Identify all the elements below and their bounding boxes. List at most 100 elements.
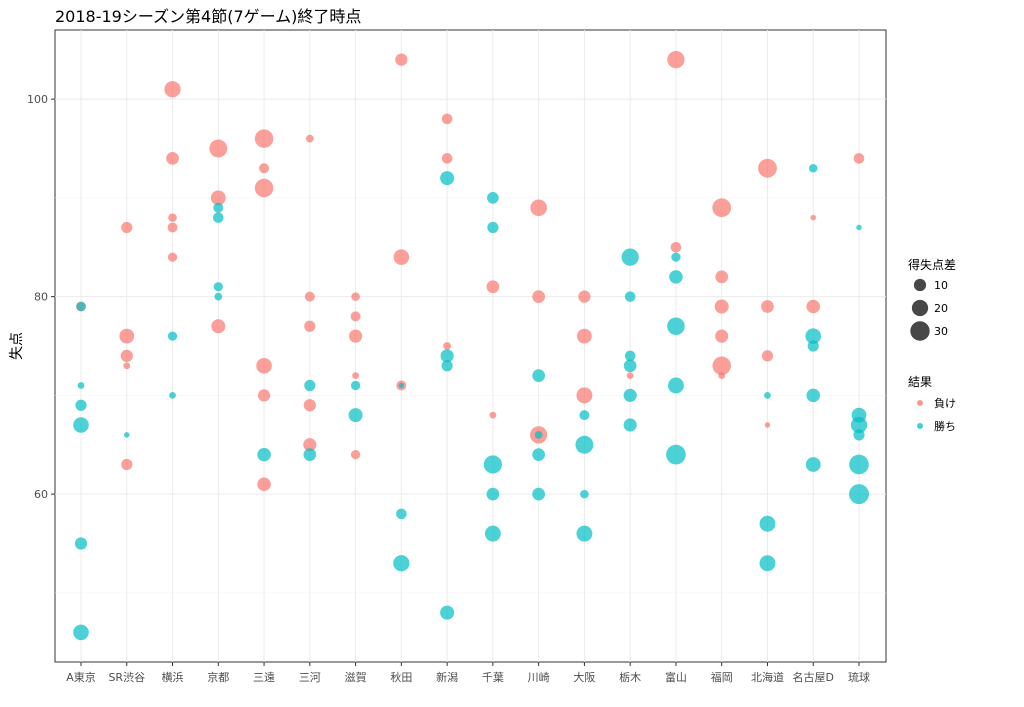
- data-point-loss: [166, 152, 179, 165]
- x-tick-label: 京都: [207, 670, 229, 684]
- data-point-loss: [626, 372, 634, 380]
- plot-panel: [54, 29, 887, 663]
- data-point-win: [213, 282, 223, 292]
- data-point-win: [576, 525, 593, 542]
- data-point-win: [580, 489, 589, 499]
- y-axis-title: 失点: [9, 332, 25, 360]
- data-point-loss: [209, 139, 228, 158]
- size-legend-swatch: [910, 321, 930, 341]
- data-point-loss: [121, 221, 133, 234]
- x-tick-label: 川崎: [528, 670, 550, 684]
- data-point-loss: [257, 477, 271, 492]
- data-point-loss: [257, 389, 271, 402]
- x-tick-label: 滋賀: [345, 671, 367, 684]
- x-axis: A東京 SR渋谷 横浜 京都 三遠 三河 滋賀 秋田 新潟 千葉 川崎 大阪 栃木 富山 福岡 北海道 名古屋D…: [66, 662, 870, 684]
- data-point-loss: [761, 300, 774, 313]
- legend-win-label: 勝ち: [934, 419, 956, 433]
- data-point-win: [212, 212, 224, 223]
- x-tick-label: 福岡: [711, 670, 733, 684]
- data-point-loss: [304, 291, 315, 302]
- data-point-win: [669, 270, 683, 284]
- data-point-win: [624, 291, 636, 302]
- data-point-loss: [443, 342, 452, 350]
- data-point-win: [624, 350, 636, 362]
- y-tick-label: 60: [34, 488, 48, 501]
- data-point-loss: [578, 290, 591, 303]
- data-point-win: [856, 224, 862, 231]
- data-point-win: [666, 444, 686, 465]
- data-point-loss: [119, 328, 135, 344]
- data-point-loss: [667, 50, 685, 69]
- data-point-win: [623, 388, 637, 402]
- data-point-win: [440, 349, 454, 363]
- y-axis: 60 80 100: [27, 93, 55, 501]
- data-point-loss: [441, 153, 453, 164]
- data-point-win: [805, 457, 821, 472]
- x-tick-label: 北海道: [751, 670, 784, 684]
- data-point-win: [623, 418, 637, 432]
- data-point-win: [487, 221, 499, 234]
- data-point-loss: [853, 153, 865, 164]
- data-point-win: [76, 301, 86, 312]
- data-point-loss: [254, 178, 274, 198]
- data-point-win: [73, 624, 89, 641]
- data-point-win: [169, 391, 176, 399]
- legend-loss-label: 負け: [934, 397, 956, 410]
- data-point-loss: [351, 292, 360, 301]
- data-point-loss: [530, 199, 547, 217]
- data-point-win: [398, 382, 405, 389]
- data-point-win: [807, 340, 819, 352]
- data-point-loss: [303, 399, 316, 412]
- legend-loss-swatch: [917, 400, 923, 406]
- data-point-win: [393, 555, 410, 572]
- data-point-loss: [764, 422, 771, 428]
- data-point-win: [534, 430, 543, 439]
- legend-win-swatch: [917, 423, 923, 429]
- data-point-win: [73, 417, 89, 433]
- data-point-loss: [121, 458, 133, 471]
- data-point-win: [303, 448, 317, 461]
- data-point-win: [350, 380, 361, 391]
- data-point-win: [441, 360, 453, 372]
- data-point-win: [124, 432, 130, 438]
- data-point-win: [764, 391, 771, 399]
- data-point-loss: [120, 349, 133, 362]
- data-point-loss: [168, 213, 177, 222]
- data-point-loss: [576, 387, 593, 404]
- data-point-win: [484, 525, 501, 542]
- x-tick-label: 新潟: [436, 670, 458, 684]
- data-point-loss: [167, 252, 178, 262]
- size-legend: 得失点差 10 20 30: [908, 257, 956, 341]
- data-point-win: [759, 515, 776, 532]
- data-point-win: [257, 447, 271, 462]
- x-tick-label: 大阪: [573, 670, 595, 684]
- data-point-loss: [259, 163, 270, 174]
- x-tick-label: 栃木: [619, 670, 641, 684]
- data-point-loss: [532, 290, 545, 303]
- data-point-loss: [349, 329, 363, 343]
- size-legend-title: 得失点差: [908, 257, 956, 272]
- data-point-win: [77, 382, 85, 389]
- data-point-win: [849, 454, 869, 475]
- data-points: [73, 50, 869, 641]
- x-tick-label: SR渋谷: [108, 671, 145, 684]
- data-point-loss: [305, 134, 314, 143]
- data-point-loss: [718, 372, 726, 380]
- x-tick-label: 三河: [299, 671, 321, 684]
- size-legend-label: 10: [934, 279, 948, 292]
- y-tick-label: 80: [34, 291, 48, 304]
- data-point-loss: [806, 299, 821, 314]
- data-point-win: [487, 192, 499, 204]
- data-point-loss: [352, 372, 359, 380]
- data-point-loss: [254, 129, 274, 148]
- data-point-loss: [712, 356, 731, 376]
- data-point-loss: [758, 158, 777, 178]
- size-legend-swatch: [913, 278, 927, 292]
- data-point-win: [853, 429, 865, 441]
- data-point-win: [486, 487, 500, 501]
- data-point-win: [483, 455, 502, 474]
- data-point-win: [440, 171, 455, 186]
- data-point-win: [167, 331, 178, 341]
- data-point-loss: [256, 357, 272, 374]
